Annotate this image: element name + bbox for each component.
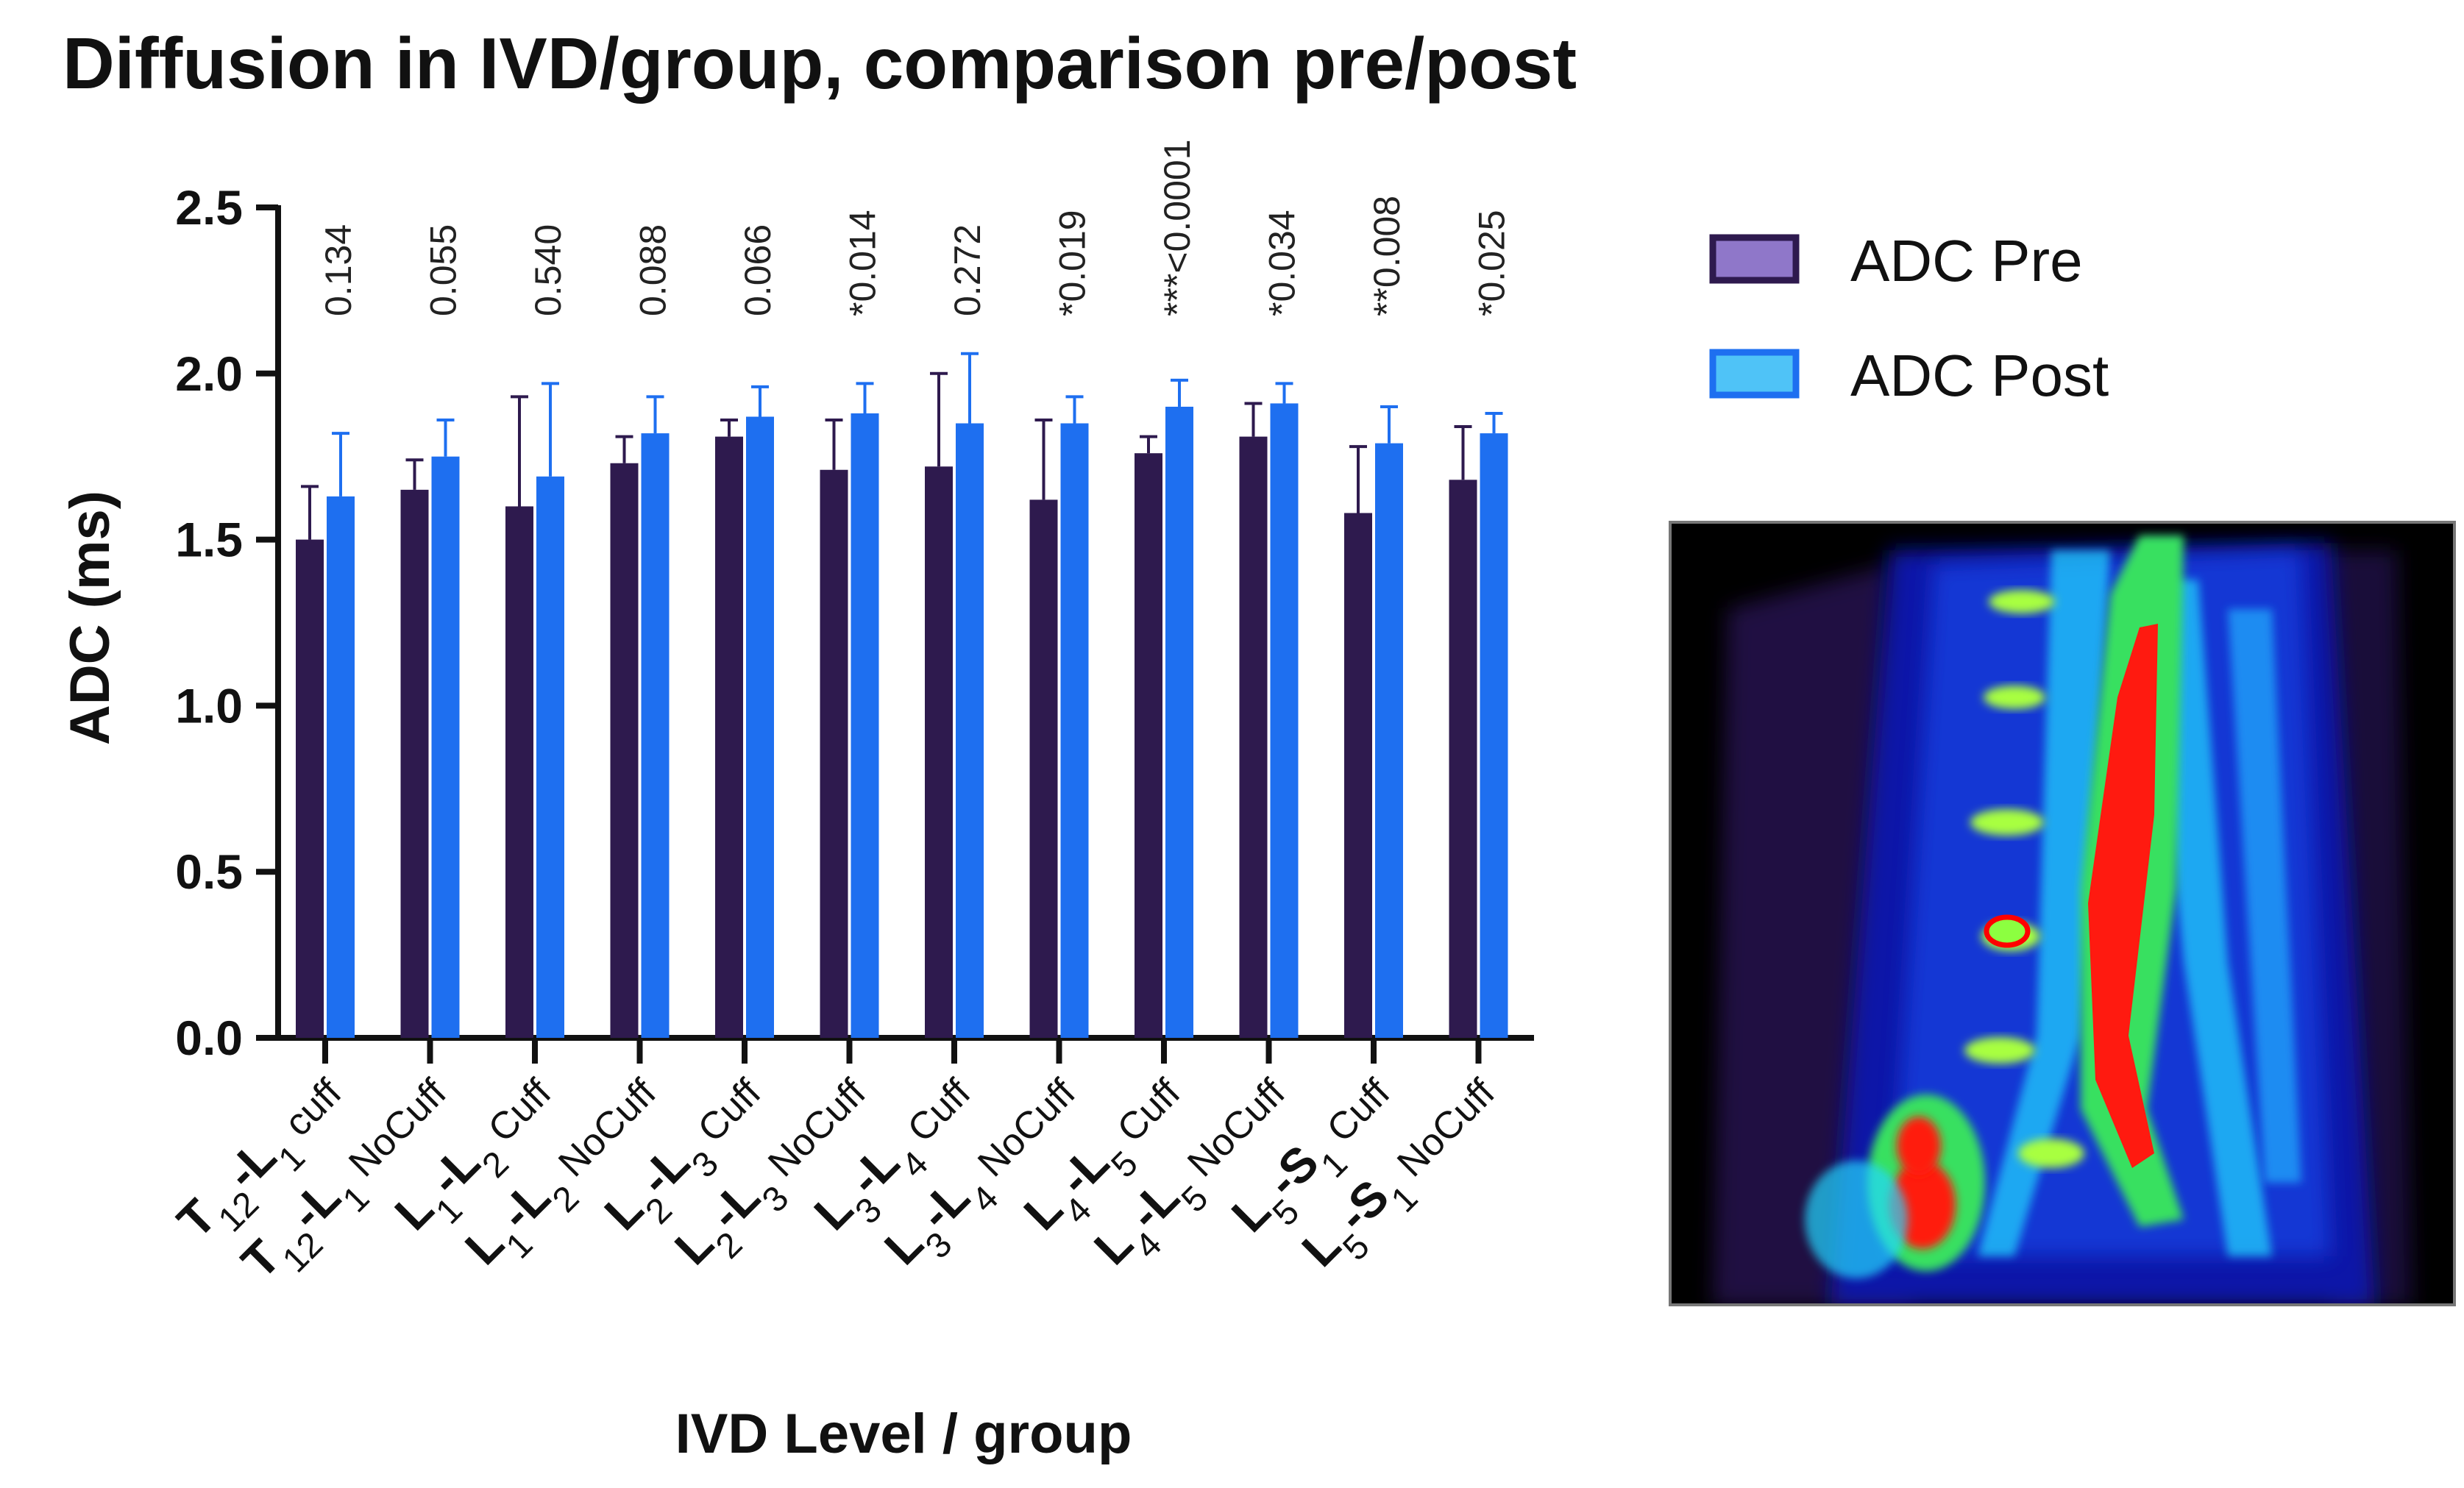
p-value-label: 0.088: [633, 224, 674, 316]
p-value-label: 0.055: [423, 224, 464, 316]
p-value-label: *0.034: [1262, 210, 1303, 316]
bar-adc-post: [641, 433, 670, 1038]
p-value-label: ***<0.0001: [1157, 139, 1198, 316]
bar-adc-pre: [820, 469, 848, 1038]
p-value-label: *0.014: [842, 210, 884, 316]
p-value-label: *0.025: [1471, 210, 1513, 316]
bar-adc-post: [431, 456, 460, 1038]
y-tick-label: 2.0: [175, 346, 243, 401]
bar-adc-pre: [1344, 513, 1372, 1038]
y-tick-label: 1.0: [175, 678, 243, 733]
p-value-label: 0.066: [737, 224, 778, 316]
bar-adc-post: [536, 476, 564, 1038]
bar-adc-post: [851, 413, 879, 1038]
bar-adc-post: [327, 496, 355, 1038]
legend-swatch-post: [1709, 349, 1800, 399]
bar-adc-pre: [296, 539, 324, 1038]
y-tick-label: 0.0: [175, 1011, 243, 1065]
p-value-labels: 0.134 0.055 0.540 0.088 0.066 *0.014 0.272 *0.0…: [318, 139, 1513, 316]
bar-adc-pre: [400, 489, 429, 1038]
p-value-label: **0.008: [1366, 196, 1407, 316]
roi-marker-icon: [1984, 914, 2031, 948]
bar-adc-post: [956, 423, 984, 1038]
p-value-label: 0.272: [947, 224, 988, 316]
y-tick-label: 1.5: [175, 513, 243, 567]
y-tick-label: 2.5: [175, 180, 243, 235]
bar-adc-pre: [715, 436, 743, 1038]
bar-adc-pre: [610, 463, 639, 1038]
bar-adc-post: [1375, 443, 1403, 1038]
y-tick-label: 0.5: [175, 844, 243, 899]
x-axis-label: IVD Level / group: [675, 1403, 1132, 1465]
p-value-label: *0.019: [1052, 210, 1093, 316]
mri-heatmap-image: [1669, 521, 2456, 1306]
bar-adc-pre: [1135, 453, 1162, 1038]
chart-axes: 0.0 0.5 1.0 1.5 2.0 2.5: [175, 180, 1534, 1065]
legend-label-pre: ADC Pre: [1850, 228, 2083, 293]
p-value-label: 0.134: [318, 224, 359, 316]
bar-adc-pre: [505, 506, 533, 1038]
bar-adc-pre: [1029, 499, 1058, 1038]
bar-adc-post: [1270, 403, 1299, 1038]
bar-adc-post: [1060, 423, 1089, 1038]
bar-adc-pre: [1449, 480, 1477, 1038]
chart-bars: [296, 352, 1508, 1038]
bar-adc-post: [1165, 406, 1193, 1038]
bar-adc-post: [1480, 433, 1508, 1038]
y-axis-label: ADC (ms): [59, 491, 121, 745]
legend-label-post: ADC Post: [1850, 343, 2109, 408]
legend-swatch-pre: [1709, 234, 1800, 284]
chart-title: Diffusion in IVD/group, comparison pre/p…: [63, 23, 1577, 104]
legend: ADC Pre ADC Post: [1709, 228, 2109, 408]
bar-adc-pre: [925, 466, 953, 1038]
p-value-label: 0.540: [528, 224, 569, 316]
bar-adc-post: [746, 416, 774, 1038]
bar-adc-pre: [1239, 436, 1268, 1038]
